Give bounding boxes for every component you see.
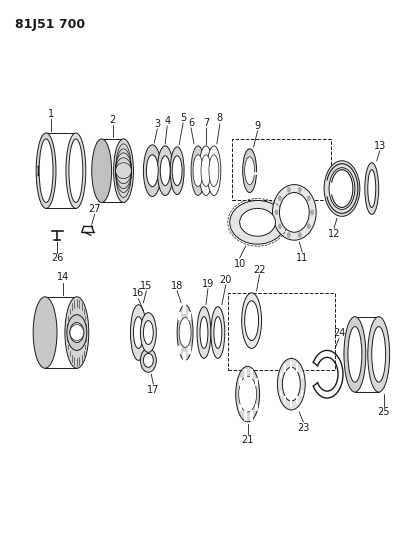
Text: 3: 3 [154, 119, 160, 129]
Ellipse shape [311, 210, 314, 215]
Ellipse shape [344, 317, 366, 392]
Ellipse shape [279, 192, 309, 232]
Ellipse shape [177, 305, 193, 360]
Ellipse shape [242, 293, 262, 349]
Ellipse shape [170, 147, 184, 195]
Ellipse shape [201, 155, 211, 187]
Ellipse shape [193, 155, 203, 187]
Ellipse shape [200, 317, 208, 349]
Ellipse shape [70, 325, 84, 341]
Ellipse shape [160, 156, 170, 185]
Text: 13: 13 [374, 141, 386, 151]
Ellipse shape [157, 146, 173, 196]
Ellipse shape [209, 155, 219, 187]
Text: 11: 11 [296, 253, 309, 263]
Text: 20: 20 [219, 275, 232, 285]
Text: 81J51 700: 81J51 700 [15, 18, 85, 31]
Ellipse shape [39, 139, 53, 203]
Ellipse shape [140, 349, 156, 372]
Ellipse shape [146, 155, 158, 187]
Ellipse shape [298, 187, 301, 192]
Ellipse shape [70, 322, 84, 343]
Ellipse shape [197, 306, 211, 358]
Ellipse shape [368, 317, 390, 392]
Ellipse shape [69, 139, 83, 203]
Ellipse shape [287, 187, 290, 192]
Text: 6: 6 [188, 118, 194, 128]
Text: 16: 16 [132, 288, 145, 298]
Ellipse shape [273, 184, 316, 240]
Text: 17: 17 [147, 385, 160, 395]
Text: 14: 14 [57, 272, 69, 282]
Ellipse shape [113, 139, 134, 203]
Ellipse shape [245, 157, 255, 184]
Ellipse shape [199, 146, 213, 196]
Text: 2: 2 [110, 115, 116, 125]
Text: 18: 18 [171, 281, 183, 291]
Text: 23: 23 [297, 423, 309, 433]
Ellipse shape [179, 318, 191, 348]
Ellipse shape [140, 313, 156, 352]
Ellipse shape [368, 169, 376, 207]
Ellipse shape [298, 232, 301, 238]
Ellipse shape [211, 306, 225, 358]
Text: 19: 19 [202, 279, 214, 289]
Ellipse shape [329, 168, 355, 209]
Ellipse shape [214, 317, 222, 349]
Ellipse shape [307, 224, 310, 229]
Ellipse shape [324, 161, 360, 216]
Ellipse shape [172, 156, 182, 185]
Ellipse shape [92, 139, 112, 203]
Ellipse shape [240, 208, 275, 236]
Ellipse shape [307, 196, 310, 201]
Ellipse shape [287, 232, 290, 238]
Ellipse shape [236, 366, 260, 422]
Ellipse shape [143, 321, 153, 344]
Ellipse shape [134, 317, 143, 349]
Ellipse shape [143, 145, 161, 197]
Ellipse shape [143, 353, 153, 367]
Ellipse shape [66, 133, 86, 208]
Ellipse shape [33, 297, 57, 368]
Ellipse shape [365, 163, 379, 214]
Text: 15: 15 [140, 281, 152, 291]
Ellipse shape [36, 133, 56, 208]
Ellipse shape [243, 149, 256, 192]
Ellipse shape [191, 146, 205, 196]
Ellipse shape [67, 314, 87, 350]
Ellipse shape [275, 210, 278, 215]
Ellipse shape [207, 146, 221, 196]
Text: 7: 7 [203, 118, 209, 128]
Ellipse shape [278, 196, 281, 201]
Ellipse shape [239, 376, 256, 412]
Ellipse shape [278, 224, 281, 229]
Text: 10: 10 [234, 259, 246, 269]
Text: 4: 4 [164, 116, 170, 126]
Text: 22: 22 [253, 265, 266, 275]
Ellipse shape [245, 301, 258, 341]
Ellipse shape [230, 200, 285, 244]
Bar [232, 139, 331, 200]
Text: 27: 27 [89, 204, 101, 214]
Ellipse shape [65, 297, 89, 368]
Text: 8: 8 [217, 113, 223, 123]
Text: 1: 1 [48, 109, 54, 119]
Text: 21: 21 [242, 435, 254, 445]
Ellipse shape [277, 358, 305, 410]
Ellipse shape [130, 305, 146, 360]
Ellipse shape [372, 327, 386, 382]
Ellipse shape [282, 367, 300, 401]
Text: 24: 24 [333, 328, 345, 337]
Text: 12: 12 [328, 229, 340, 239]
Bar [228, 293, 335, 370]
Text: 5: 5 [180, 113, 186, 123]
Text: 9: 9 [255, 121, 261, 131]
Ellipse shape [348, 327, 362, 382]
Text: 25: 25 [377, 407, 390, 417]
Text: 26: 26 [51, 253, 63, 263]
